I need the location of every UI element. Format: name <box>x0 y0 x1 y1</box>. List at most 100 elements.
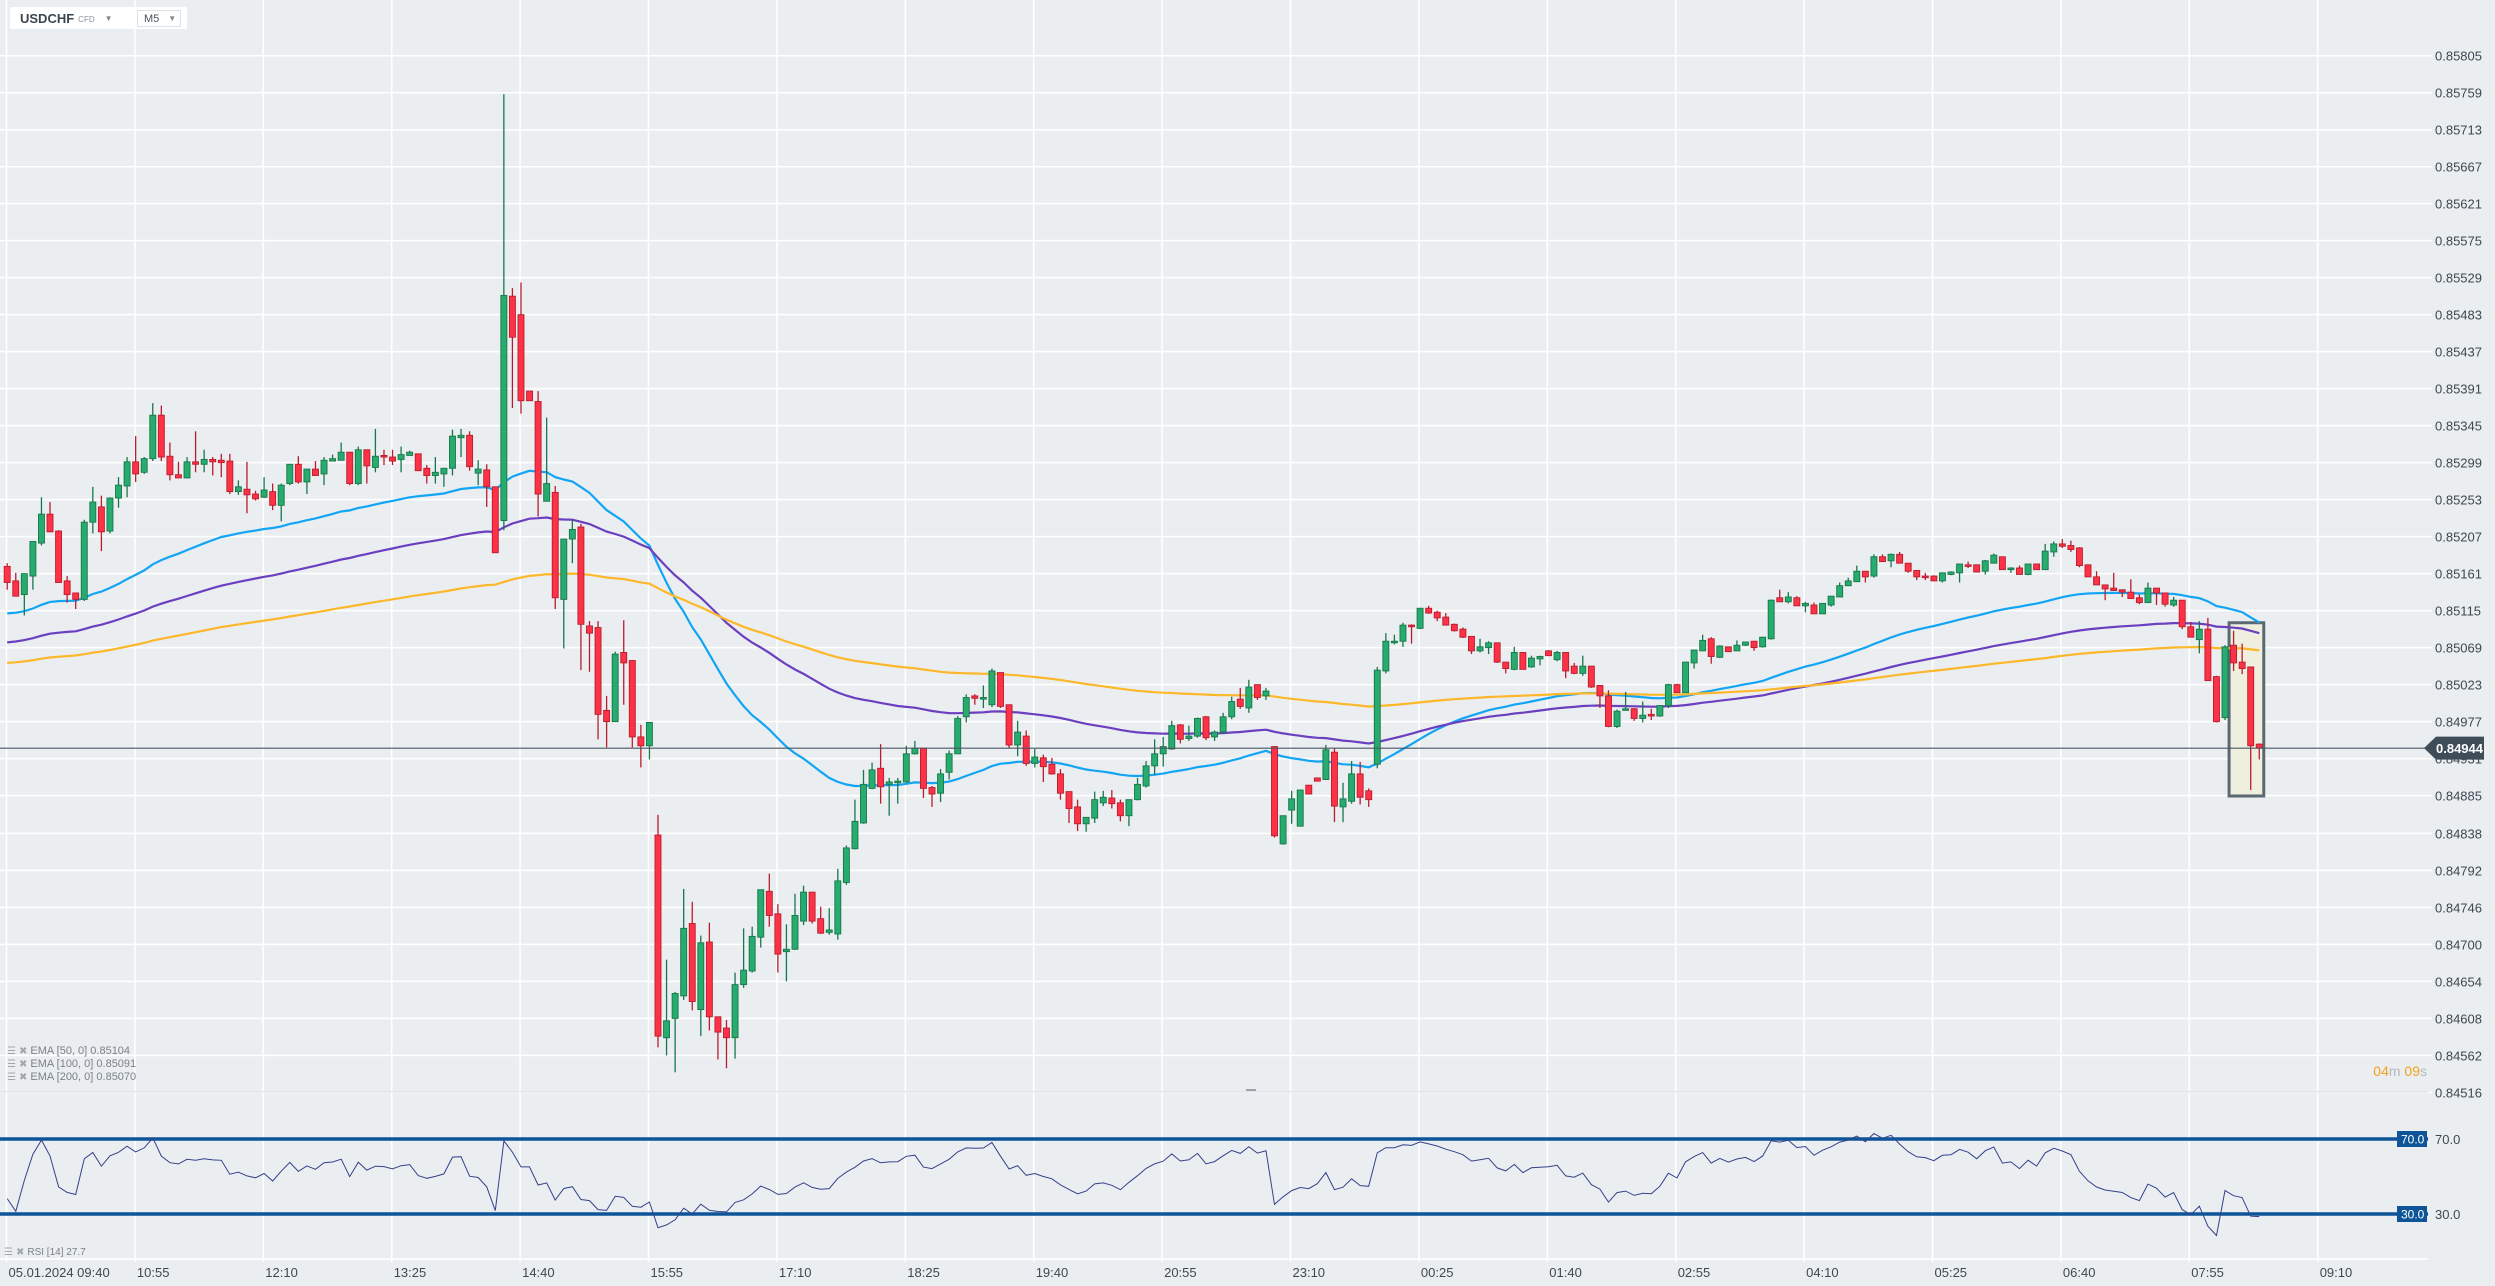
candle-body <box>1904 562 1912 572</box>
close-icon[interactable]: ✖ <box>18 1046 28 1057</box>
candle <box>363 449 371 484</box>
legend-ema-50: ☰ ✖ EMA [50, 0] 0.85104 <box>7 1045 136 1058</box>
candle <box>1793 596 1801 607</box>
candle-body <box>1271 746 1278 837</box>
ema-lines <box>7 469 2260 788</box>
candle <box>663 959 671 1056</box>
candle-body <box>491 486 499 554</box>
candle <box>1682 661 1689 694</box>
candle <box>1245 679 1253 713</box>
candle-body <box>1408 624 1415 628</box>
candle <box>645 721 653 760</box>
candle <box>654 814 662 1048</box>
candle-body <box>1887 553 1895 562</box>
candle <box>1365 788 1373 807</box>
candle <box>2153 587 2160 606</box>
candle-body <box>1442 616 1450 626</box>
candle-body <box>885 781 893 785</box>
candle <box>2058 539 2066 548</box>
candle-body <box>217 459 225 464</box>
settings-menu-icon[interactable]: ☰ <box>4 1247 13 1258</box>
candle <box>1724 646 1732 653</box>
candle-body <box>97 506 105 533</box>
chevron-down-icon[interactable]: ▼ <box>104 13 113 23</box>
candle <box>1819 602 1827 615</box>
candle <box>2204 617 2212 682</box>
time-axis[interactable]: 05.01.2024 09:40 10:55 12:10 13:25 14:40 15:5… <box>9 1265 2353 1280</box>
candle-body <box>29 541 37 577</box>
candle-body <box>1502 661 1510 670</box>
candle <box>817 906 825 934</box>
candle <box>286 463 294 486</box>
candle <box>132 436 140 482</box>
pane-resize-handle[interactable] <box>1246 1089 1256 1091</box>
candle-body <box>560 538 568 600</box>
candle-body <box>337 451 345 461</box>
candle <box>354 446 362 486</box>
candle-body <box>1390 640 1398 644</box>
candle <box>2093 571 2101 586</box>
candle-body <box>303 468 311 483</box>
candle-body <box>1450 623 1458 632</box>
candle <box>1844 577 1852 587</box>
candle <box>877 744 885 804</box>
candle-body <box>697 942 705 1011</box>
candle <box>988 668 996 708</box>
settings-menu-icon[interactable]: ☰ <box>7 1059 16 1070</box>
timeframe-selector[interactable]: M5 ▼ <box>137 10 181 27</box>
close-icon[interactable]: ✖ <box>18 1072 28 1083</box>
candle <box>979 685 987 708</box>
candle <box>517 282 525 414</box>
candle <box>1476 638 1484 653</box>
candle <box>1493 642 1501 663</box>
settings-menu-icon[interactable]: ☰ <box>7 1072 16 1083</box>
candle <box>2041 543 2049 571</box>
candle <box>1399 622 1407 647</box>
candle <box>1981 559 1989 575</box>
candle <box>1331 748 1338 823</box>
candle-body <box>774 913 782 955</box>
candle-body <box>1091 799 1099 819</box>
candle-body <box>2135 597 2143 604</box>
time-tick-label: 15:55 <box>651 1265 684 1280</box>
candle <box>2024 563 2032 576</box>
legend-label: EMA [200, 0] 0.85070 <box>30 1071 137 1083</box>
price-axis[interactable]: 0.85805 0.85759 0.85713 0.85667 0.85621 0.855… <box>2435 49 2482 1101</box>
candle <box>1390 634 1398 645</box>
candle-body <box>80 521 88 600</box>
candle-body <box>1236 698 1244 707</box>
symbol-selector[interactable]: USDCHF CFD ▼ M5 ▼ <box>10 7 187 29</box>
candle <box>2110 572 2118 591</box>
settings-menu-icon[interactable]: ☰ <box>7 1046 16 1057</box>
candle-body <box>791 915 799 950</box>
candle-body <box>2221 646 2229 719</box>
candle-body <box>2238 661 2246 670</box>
candle <box>252 490 259 501</box>
candle-body <box>1664 684 1672 706</box>
candle-body <box>1468 635 1475 652</box>
candle <box>1194 717 1201 738</box>
chevron-down-icon[interactable]: ▼ <box>168 14 177 23</box>
candle-body <box>474 468 482 474</box>
candle <box>431 457 439 484</box>
candle-body <box>1176 724 1184 740</box>
candle-body <box>988 670 996 706</box>
price-tick-label: 0.84838 <box>2435 826 2482 841</box>
close-icon[interactable]: ✖ <box>15 1247 25 1258</box>
close-icon[interactable]: ✖ <box>18 1059 28 1070</box>
candle <box>1339 782 1347 823</box>
candle-body <box>1819 602 1827 615</box>
candle-body <box>731 984 739 1039</box>
price-tick-label: 0.85529 <box>2435 271 2482 286</box>
candle-body <box>1759 636 1767 648</box>
candle-body <box>911 747 919 755</box>
candle-body <box>132 461 140 475</box>
candle-body <box>1793 597 1801 607</box>
candle <box>1236 687 1244 709</box>
price-tick-label: 0.85299 <box>2435 456 2482 471</box>
candle <box>714 1016 722 1060</box>
candle-body <box>2101 584 2109 590</box>
candle-body <box>1861 570 1869 578</box>
candle <box>500 94 508 531</box>
